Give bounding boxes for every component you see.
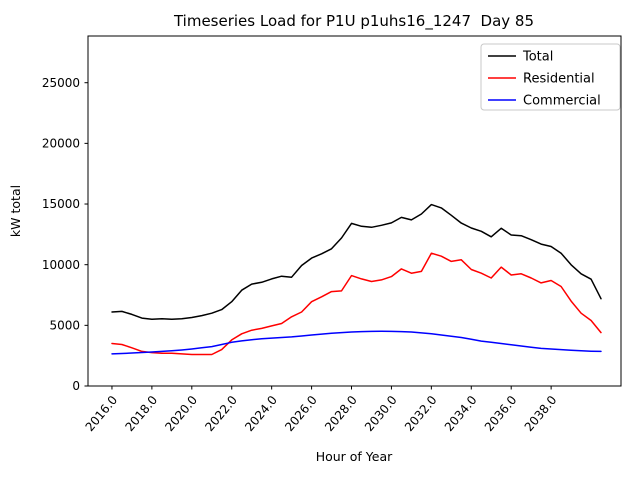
- series-lines: [111, 203, 602, 356]
- y-tick-label: 25000: [42, 76, 80, 90]
- x-tick-label: 2030.0: [362, 393, 400, 434]
- series-line-commercial: [111, 330, 602, 355]
- x-tick-label: 2038.0: [522, 393, 560, 434]
- y-tick-label: 0: [72, 379, 80, 393]
- x-axis-ticks: 2016.0 2018.0 2020.0 2022.0 2024.0 2026.0 2028…: [83, 386, 560, 434]
- chart-title: Timeseries Load for P1U p1uhs16_1247 Day…: [173, 12, 534, 31]
- x-tick-label: 2020.0: [162, 393, 200, 434]
- legend: Total Residential Commercial: [480, 43, 621, 111]
- x-axis-label: Hour of Year: [316, 449, 393, 464]
- x-tick-label: 2022.0: [202, 393, 240, 434]
- x-tick-label: 2036.0: [482, 393, 520, 434]
- series-line-total: [111, 203, 602, 321]
- x-tick-label: 2024.0: [242, 393, 280, 434]
- legend-label-total: Total: [522, 50, 553, 65]
- y-tick-label: 5000: [49, 319, 80, 333]
- x-tick-label: 2018.0: [122, 393, 160, 434]
- y-tick-label: 20000: [42, 137, 80, 151]
- x-tick-label: 2034.0: [442, 393, 480, 434]
- legend-label-commercial: Commercial: [523, 94, 601, 109]
- x-tick-label: 2032.0: [402, 393, 440, 434]
- legend-label-residential: Residential: [523, 72, 595, 87]
- series-line-residential: [111, 252, 602, 356]
- y-axis-ticks: 0 5000 10000 15000 20000 25000: [42, 76, 88, 393]
- x-tick-label: 2026.0: [282, 393, 320, 434]
- legend-frame: [480, 43, 621, 111]
- y-tick-label: 10000: [42, 258, 80, 272]
- x-tick-label: 2016.0: [83, 393, 121, 434]
- x-tick-label: 2028.0: [322, 393, 360, 434]
- y-tick-label: 15000: [42, 197, 80, 211]
- y-axis-label: kW total: [8, 185, 23, 237]
